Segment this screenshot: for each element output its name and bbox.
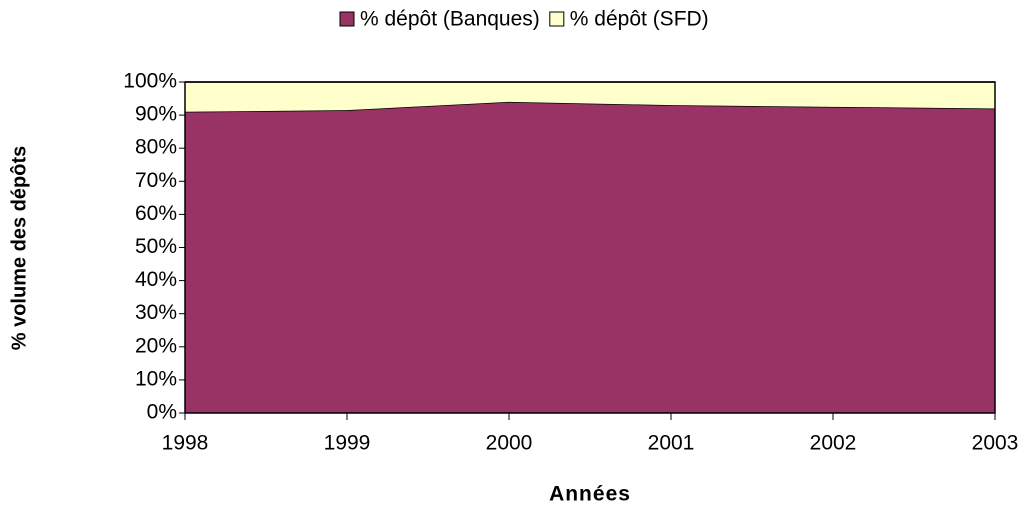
y-tick-label: 90% — [135, 103, 177, 126]
y-tick-label: 40% — [135, 268, 177, 291]
y-tick-label: 30% — [135, 301, 177, 324]
legend-swatch — [339, 11, 355, 27]
x-tick-label: 1999 — [324, 432, 371, 455]
x-tick-label: 2002 — [810, 432, 857, 455]
area — [185, 82, 995, 112]
legend-label: % dépôt (Banques) — [360, 8, 540, 31]
y-tick-label: 100% — [123, 70, 177, 93]
x-tick-label: 2001 — [648, 432, 695, 455]
y-tick-label: 80% — [135, 136, 177, 159]
x-tick-label: 1998 — [162, 432, 209, 455]
legend-label: % dépôt (SFD) — [570, 8, 709, 31]
y-tick-label: 50% — [135, 235, 177, 258]
legend-swatch — [549, 11, 565, 27]
y-tick-label: 10% — [135, 367, 177, 390]
y-tick-label: 20% — [135, 334, 177, 357]
y-tick-label: 70% — [135, 169, 177, 192]
y-axis-label: % volume des dépôts — [8, 146, 30, 351]
x-tick-label: 2003 — [972, 432, 1019, 455]
y-tick-label: 0% — [147, 401, 177, 424]
x-tick-label: 2000 — [486, 432, 533, 455]
y-tick-label: 60% — [135, 202, 177, 225]
area — [185, 101, 995, 414]
x-axis-label: Années — [549, 483, 631, 506]
